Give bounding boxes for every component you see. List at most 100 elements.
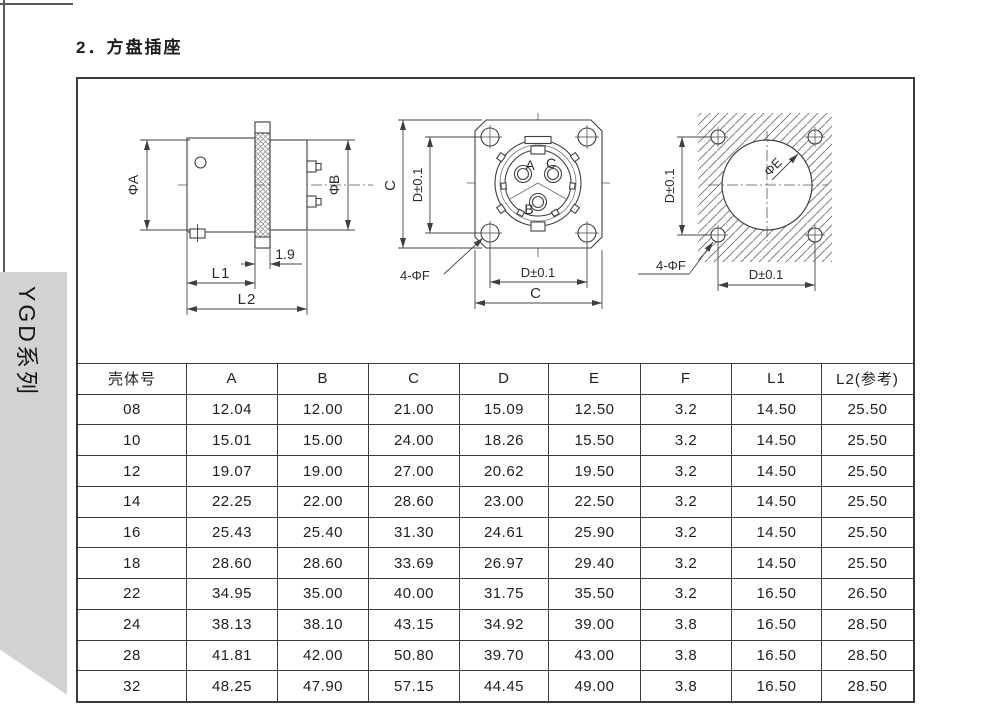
table-cell: 14.50	[731, 485, 821, 517]
table-cell: 48.25	[186, 670, 277, 701]
table-cell: 14	[78, 485, 186, 517]
dim-label-c-horizontal: C	[530, 285, 542, 302]
drawing-side-view: ΦA ΦB 1.9 L1 L2	[125, 121, 373, 315]
table-cell: 20.62	[459, 455, 548, 486]
table-cell: 38.10	[277, 608, 368, 640]
table-cell: 42.00	[277, 639, 368, 671]
dim-label-corner-holes: 4-ΦF	[400, 268, 430, 283]
table-cell: 24	[78, 608, 186, 640]
table-cell: 14.50	[731, 516, 821, 548]
table-cell: 15.50	[548, 424, 640, 456]
table-cell: 22.25	[186, 485, 277, 517]
dim-label-flange-thickness: 1.9	[275, 246, 295, 262]
table-cell: 22	[78, 578, 186, 609]
table-cell: 3.8	[640, 608, 731, 640]
series-tab-label: YGD系列	[14, 286, 40, 397]
table-cell: 24.00	[368, 424, 459, 456]
table-cell: 25.50	[821, 547, 913, 579]
table-cell: 34.95	[186, 578, 277, 609]
table-cell: 28.60	[368, 485, 459, 517]
table-cell: 12	[78, 455, 186, 486]
table-cell: 18	[78, 547, 186, 579]
table-cell: 12.04	[186, 393, 277, 425]
table-cell: 27.00	[368, 455, 459, 486]
table-cell: 25.50	[821, 393, 913, 425]
table-cell: 16.50	[731, 670, 821, 701]
table-cell: 28.50	[821, 639, 913, 671]
table-cell: 22.00	[277, 485, 368, 517]
table-cell: 25.43	[186, 516, 277, 548]
table-cell: 15.00	[277, 424, 368, 456]
table-cell: 35.00	[277, 578, 368, 609]
table-cell: 29.40	[548, 547, 640, 579]
table-header-cell: 壳体号	[78, 363, 186, 394]
dim-label-phi-a: ΦA	[125, 174, 141, 195]
pin-label-b: B	[524, 201, 533, 217]
table-cell: 31.30	[368, 516, 459, 548]
table-cell: 28.50	[821, 608, 913, 640]
table-cell: 3.2	[640, 516, 731, 548]
table-cell: 25.50	[821, 485, 913, 517]
table-cell: 31.75	[459, 578, 548, 609]
table-cell: 33.69	[368, 547, 459, 579]
table-cell: 28.60	[277, 547, 368, 579]
dim-label-d-horizontal: D±0.1	[521, 265, 556, 280]
table-cell: 18.26	[459, 424, 548, 456]
drawing-panel-cutout: ΦE D±0.1 4-ΦF D±0.1	[638, 113, 832, 291]
table-cell: 12.00	[277, 393, 368, 425]
table-cell: 3.8	[640, 639, 731, 671]
table-cell: 50.80	[368, 639, 459, 671]
table-cell: 25.90	[548, 516, 640, 548]
dim-label-c-vertical: C	[382, 179, 399, 191]
table-cell: 25.40	[277, 516, 368, 548]
page-border-top	[0, 3, 73, 5]
dim-label-d-vertical-cutout: D±0.1	[662, 169, 677, 204]
table-header-cell: E	[548, 363, 640, 394]
table-header-cell: L1	[731, 363, 821, 394]
table-cell: 3.2	[640, 455, 731, 486]
table-cell: 23.00	[459, 485, 548, 517]
table-cell: 28.60	[186, 547, 277, 579]
table-cell: 43.00	[548, 639, 640, 671]
table-cell: 39.70	[459, 639, 548, 671]
drawing-front-view: A C B C D±0.1 4-ΦF D±0.1 C	[382, 113, 610, 309]
page-title: 2．方盘插座	[76, 38, 183, 57]
table-cell: 16.50	[731, 578, 821, 609]
table-cell: 26.97	[459, 547, 548, 579]
table-header-cell: C	[368, 363, 459, 394]
table-cell: 16.50	[731, 608, 821, 640]
table-cell: 3.2	[640, 578, 731, 609]
table-cell: 15.09	[459, 393, 548, 425]
table-header-cell: L2(参考)	[821, 363, 913, 394]
table-cell: 43.15	[368, 608, 459, 640]
table-cell: 35.50	[548, 578, 640, 609]
table-cell: 14.50	[731, 547, 821, 579]
table-header-cell: B	[277, 363, 368, 394]
table-cell: 34.92	[459, 608, 548, 640]
table-cell: 38.13	[186, 608, 277, 640]
table-cell: 21.00	[368, 393, 459, 425]
table-cell: 16.50	[731, 639, 821, 671]
table-cell: 41.81	[186, 639, 277, 671]
dimension-table: 壳体号 A B C D E F L1 L2(参考) 08 12.04 12.00 21.00 15.09 1…	[78, 363, 913, 701]
table-cell: 40.00	[368, 578, 459, 609]
content-box: ΦA ΦB 1.9 L1 L2	[76, 77, 915, 703]
table-cell: 12.50	[548, 393, 640, 425]
series-tab: YGD系列	[0, 272, 67, 695]
table-cell: 14.50	[731, 455, 821, 486]
table-header-cell: D	[459, 363, 548, 394]
table-cell: 19.50	[548, 455, 640, 486]
table-cell: 24.61	[459, 516, 548, 548]
table-cell: 22.50	[548, 485, 640, 517]
table-cell: 14.50	[731, 424, 821, 456]
table-cell: 28.50	[821, 670, 913, 701]
table-cell: 14.50	[731, 393, 821, 425]
dim-label-l1: L1	[212, 265, 231, 282]
table-cell: 3.2	[640, 424, 731, 456]
dim-label-d-vertical: D±0.1	[410, 168, 425, 203]
technical-drawings: ΦA ΦB 1.9 L1 L2	[125, 113, 832, 315]
pin-label-a: A	[525, 157, 535, 173]
table-cell: 08	[78, 393, 186, 425]
table-cell: 3.2	[640, 393, 731, 425]
table-cell: 32	[78, 670, 186, 701]
